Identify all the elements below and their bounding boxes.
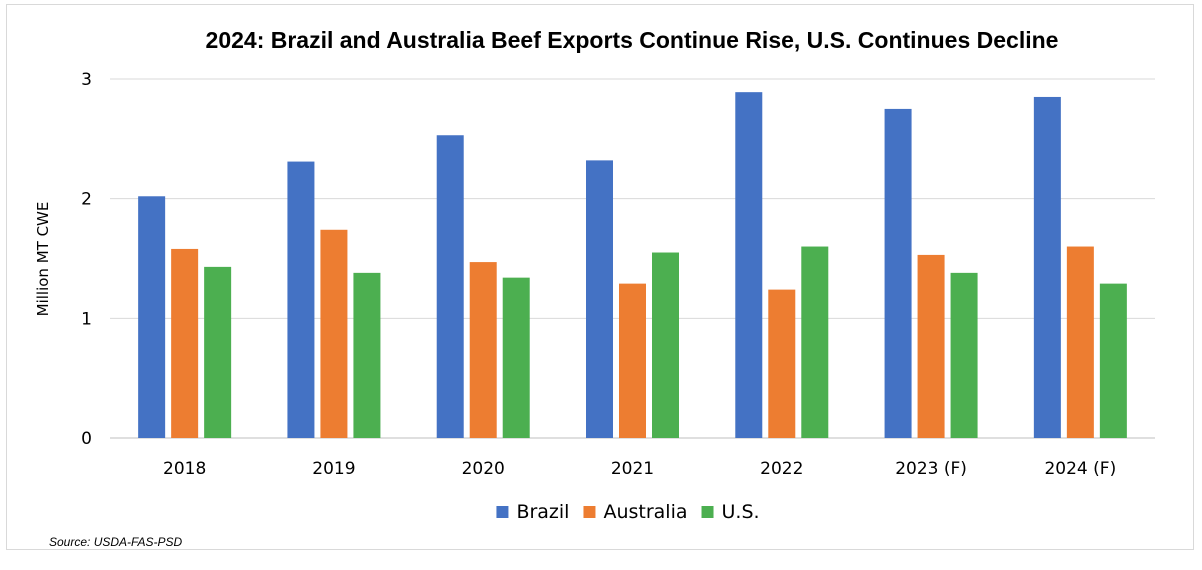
bar-australia-2021 <box>619 283 646 438</box>
bar-australia-2019 <box>320 229 348 438</box>
y-tick-label: 1 <box>81 309 92 329</box>
bar-brazil-2023-f <box>884 108 912 439</box>
legend-label-brazil: Brazil <box>516 501 569 523</box>
y-tick-label: 3 <box>81 70 92 90</box>
legend-label-u-s: U.S. <box>722 501 760 523</box>
bar-u-s-2021 <box>652 252 679 438</box>
bar-australia-2018 <box>171 248 199 438</box>
x-tick-label: 2018 <box>163 459 206 479</box>
bar-australia-2024-f <box>1066 246 1094 438</box>
legend-swatch-australia <box>583 506 596 518</box>
legend-swatch-brazil <box>496 506 509 518</box>
y-axis-label: Million MT CWE <box>34 202 52 317</box>
bar-u-s-2023-f <box>950 272 978 438</box>
legend-swatch-u-s <box>701 506 714 518</box>
source-note: Source: USDA-FAS-PSD <box>49 535 182 549</box>
bar-australia-2022 <box>768 289 796 438</box>
bar-u-s-2022 <box>801 246 829 438</box>
x-tick-label: 2023 (F) <box>895 459 967 479</box>
bar-u-s-2024-f <box>1099 283 1127 438</box>
bar-brazil-2022 <box>735 92 763 438</box>
y-tick-label: 0 <box>81 429 92 449</box>
bar-brazil-2021 <box>586 160 613 438</box>
bar-brazil-2018 <box>138 196 166 438</box>
legend-label-australia: Australia <box>603 501 687 523</box>
bars <box>138 92 1127 439</box>
y-axis-ticks: 0 1 2 3 <box>81 70 92 449</box>
bar-australia-2023-f <box>917 254 945 438</box>
x-tick-label: 2019 <box>312 459 355 479</box>
x-tick-label: 2021 <box>611 459 654 479</box>
bar-brazil-2019 <box>287 161 315 438</box>
x-axis-ticks: 2018 2019 2020 2021 2022 2023 (F) 2024 (F) <box>163 459 1116 479</box>
bar-u-s-2019 <box>353 272 381 438</box>
bar-brazil-2024-f <box>1033 96 1061 438</box>
bar-u-s-2018 <box>204 266 232 438</box>
bar-brazil-2020 <box>436 135 464 438</box>
bar-australia-2020 <box>469 262 497 438</box>
x-tick-label: 2024 (F) <box>1044 459 1116 479</box>
legend: Brazil Australia U.S. <box>496 501 760 523</box>
x-tick-label: 2022 <box>760 459 803 479</box>
x-tick-label: 2020 <box>462 459 505 479</box>
y-tick-label: 2 <box>81 190 92 210</box>
chart-title: 2024: Brazil and Australia Beef Exports … <box>206 27 1059 53</box>
bar-u-s-2020 <box>502 277 530 438</box>
